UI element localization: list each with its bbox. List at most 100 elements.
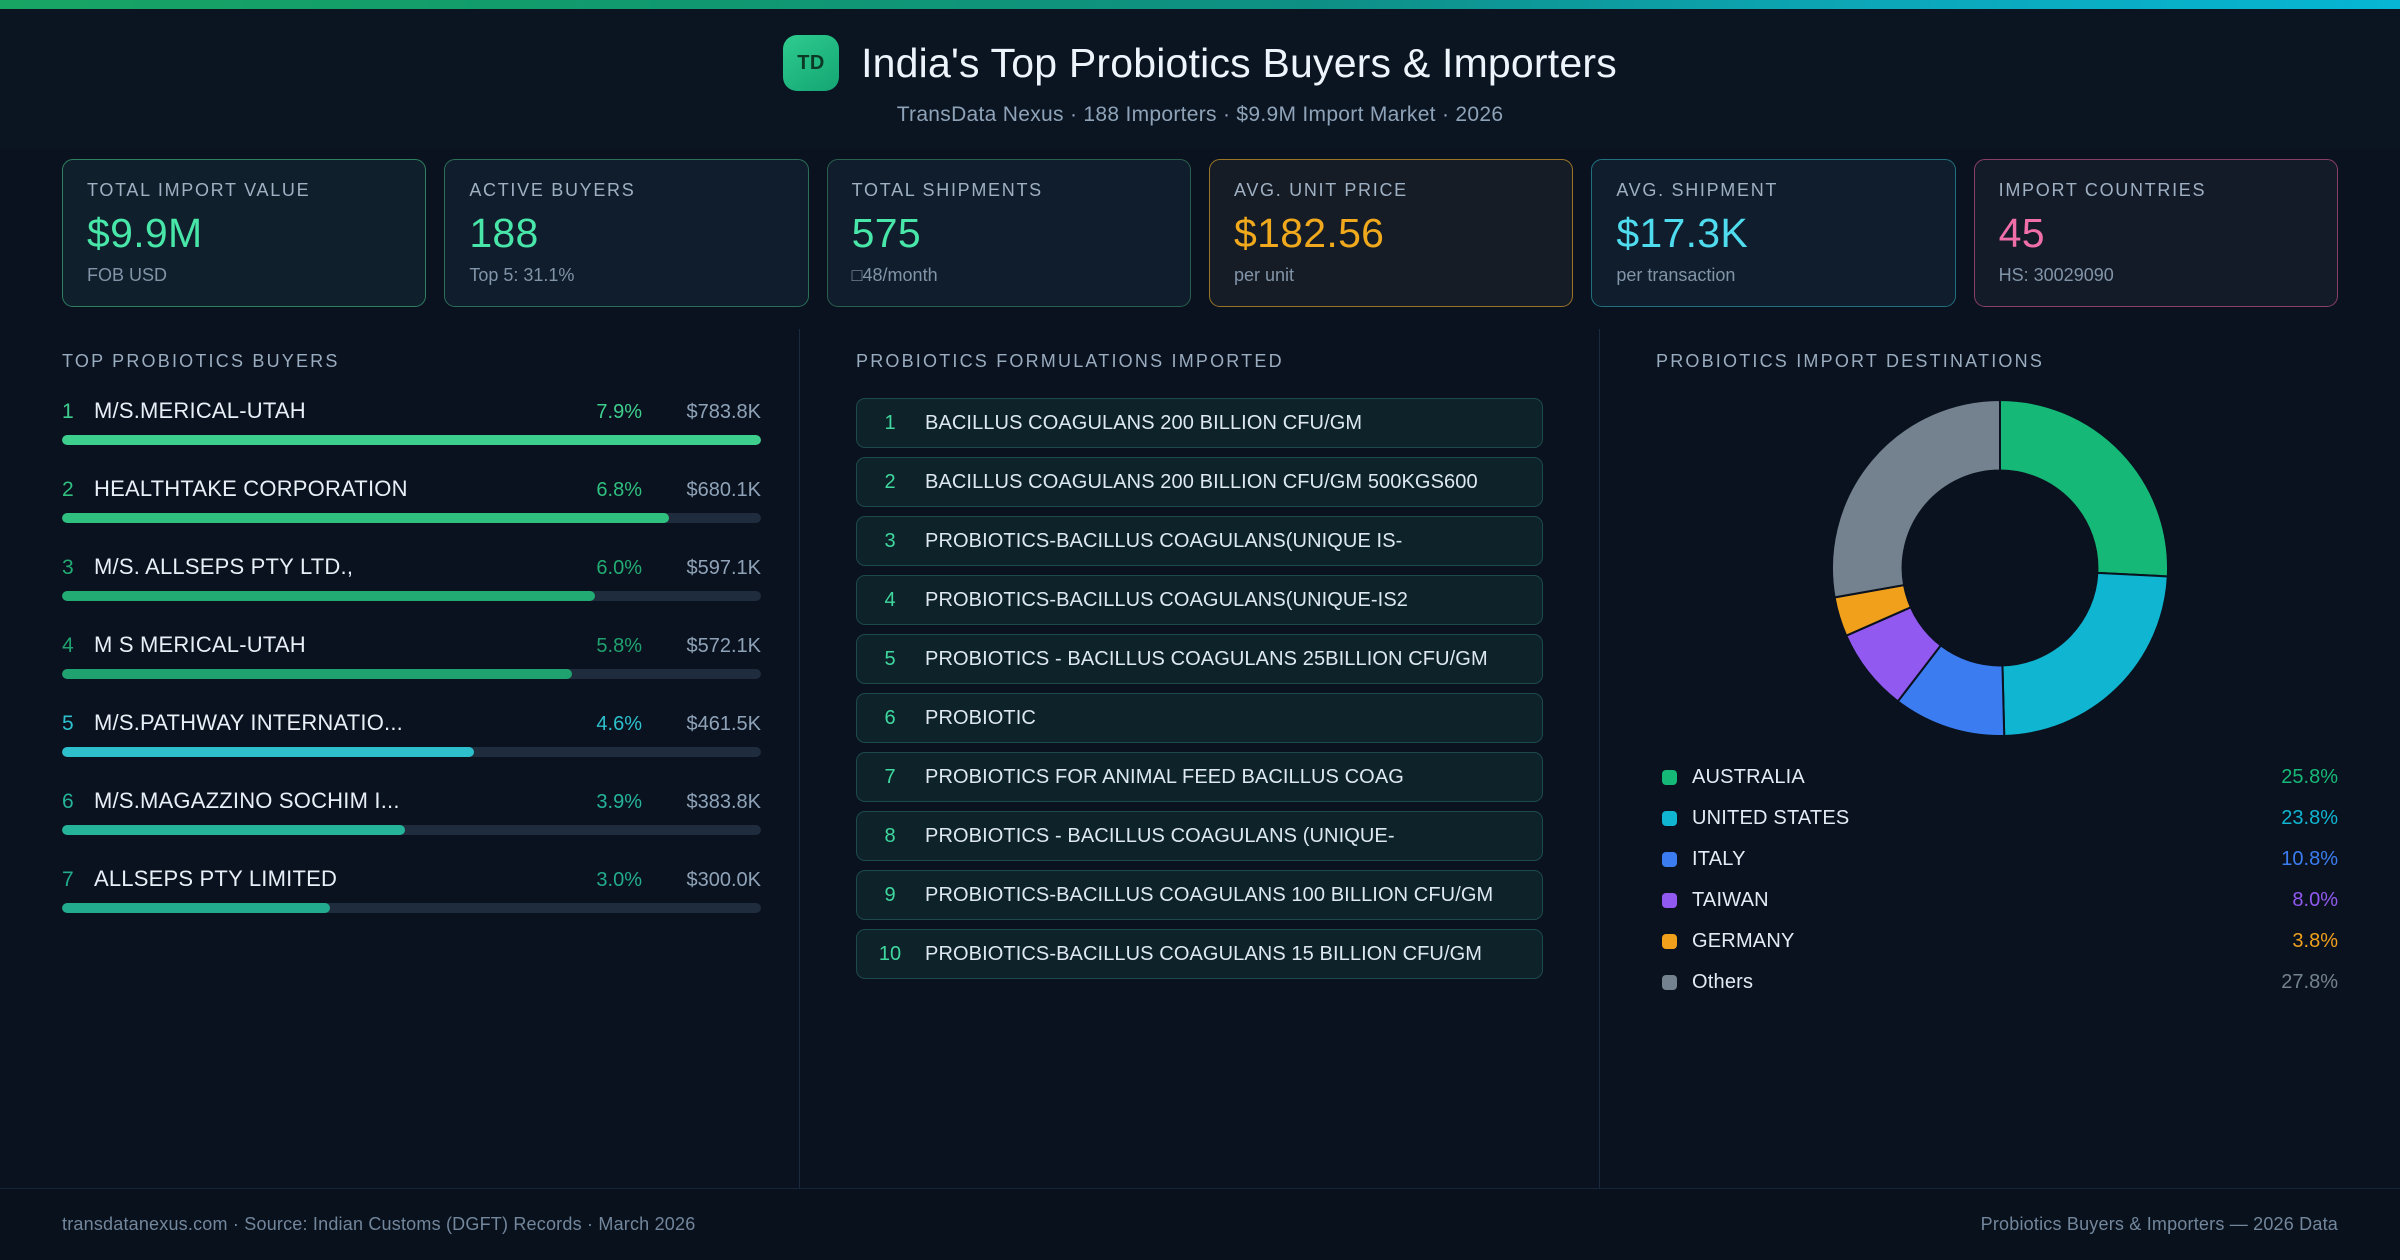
buyer-import-value: $597.1K [686,557,761,579]
buyer-bar-fill [62,513,669,523]
kpi-value: 45 [1998,210,2045,256]
buyer-row[interactable]: 2 HEALTHTAKE CORPORATION 6.8% $680.1K [62,476,761,523]
top-buyers-panel: TOP PROBIOTICS BUYERS 1 M/S.MERICAL-UTAH 7… [0,329,800,1188]
kpi-subtext: per transaction [1616,265,1736,285]
kpi-value: 575 [851,210,921,256]
formulation-rank: 9 [884,883,896,906]
buyer-name: HEALTHTAKE CORPORATION [94,476,408,501]
kpi-subtext: HS: 30029090 [1998,265,2114,285]
formulation-name: PROBIOTICS-BACILLUS COAGULANS 100 BILLIO… [925,883,1494,906]
legend-country-label: AUSTRALIA [1692,766,1805,788]
formulation-item[interactable]: 9 PROBIOTICS-BACILLUS COAGULANS 100 BILLI… [856,870,1543,920]
buyer-name: M/S. ALLSEPS PTY LTD., [94,554,354,579]
legend-row[interactable]: TAIWAN 8.0% [1662,889,2338,912]
legend-row[interactable]: AUSTRALIA 25.8% [1662,766,2338,789]
buyer-bar-track [62,825,761,835]
donut-segment-australia[interactable] [1999,398,2169,578]
formulation-item[interactable]: 10 PROBIOTICS-BACILLUS COAGULANS 15 BILLI… [856,929,1543,979]
legend-percent-value: 25.8% [2281,766,2338,788]
buyer-name: M/S.MERICAL-UTAH [94,398,306,423]
buyer-rank: 7 [62,868,74,891]
top-accent-bar [0,0,2400,9]
formulation-name: BACILLUS COAGULANS 200 BILLION CFU/GM 50… [925,470,1478,493]
legend-row[interactable]: ITALY 10.8% [1662,848,2338,871]
dashboard-columns: TOP PROBIOTICS BUYERS 1 M/S.MERICAL-UTAH 7… [0,329,2400,1188]
buyer-bar-track [62,435,761,445]
legend-row[interactable]: GERMANY 3.8% [1662,930,2338,953]
kpi-card: AVG. UNIT PRICE $182.56 per unit [1208,159,1574,307]
buyer-import-value: $300.0K [686,869,761,891]
page-title: India's Top Probiotics Buyers & Importer… [861,39,1617,86]
buyer-rank: 2 [62,478,74,501]
buyer-import-value: $572.1K [686,635,761,657]
buyer-rank: 3 [62,556,74,579]
donut-chart-wrap [1656,398,2344,738]
formulation-item[interactable]: 8 PROBIOTICS - BACILLUS COAGULANS (UNIQUE… [856,811,1543,861]
formulation-rank: 7 [884,765,896,788]
buyer-bar-fill [62,903,330,913]
buyer-name: M/S.MAGAZZINO SOCHIM I... [94,788,400,813]
legend-color-swatch [1662,975,1677,990]
kpi-card: AVG. SHIPMENT $17.3K per transaction [1591,159,1956,307]
formulation-rank: 3 [884,529,896,552]
page-footer: transdatanexus.com · Source: Indian Cust… [0,1188,2400,1260]
top-buyers-heading: TOP PROBIOTICS BUYERS [62,351,340,371]
formulation-item[interactable]: 7 PROBIOTICS FOR ANIMAL FEED BACILLUS COA… [856,752,1543,802]
formulation-item[interactable]: 3 PROBIOTICS-BACILLUS COAGULANS(UNIQUE IS… [856,516,1543,566]
kpi-label: IMPORT COUNTRIES [1998,180,2207,200]
import-destinations-donut-chart [1831,398,2169,737]
legend-country-label: ITALY [1692,848,1746,870]
footer-dataset-text: Probiotics Buyers & Importers — 2026 Dat… [1980,1214,2338,1234]
legend-percent-value: 8.0% [2292,889,2338,911]
formulation-rank: 4 [884,588,896,611]
buyer-row-header: 5 M/S.PATHWAY INTERNATIO... 4.6% $461.5K [62,710,761,736]
legend-color-swatch [1662,770,1677,785]
buyer-bar-fill [62,825,405,835]
buyer-row-header: 6 M/S.MAGAZZINO SOCHIM I... 3.9% $383.8K [62,788,761,814]
formulations-panel: PROBIOTICS FORMULATIONS IMPORTED 1 BACILL… [800,329,1600,1188]
donut-segment-united-states[interactable] [2001,571,2169,737]
footer-source-text: transdatanexus.com · Source: Indian Cust… [62,1214,696,1234]
buyer-row[interactable]: 3 M/S. ALLSEPS PTY LTD., 6.0% $597.1K [62,554,761,601]
buyer-row[interactable]: 5 M/S.PATHWAY INTERNATIO... 4.6% $461.5K [62,710,761,757]
legend-row[interactable]: UNITED STATES 23.8% [1662,807,2338,830]
formulation-rank: 2 [884,470,896,493]
legend-row[interactable]: Others 27.8% [1662,971,2338,994]
kpi-subtext: Top 5: 31.1% [469,265,575,285]
buyer-row-header: 7 ALLSEPS PTY LIMITED 3.0% $300.0K [62,866,761,892]
buyer-row[interactable]: 1 M/S.MERICAL-UTAH 7.9% $783.8K [62,398,761,445]
destinations-heading: PROBIOTICS IMPORT DESTINATIONS [1656,351,2045,371]
buyer-bar-track [62,513,761,523]
formulation-rank: 10 [878,942,902,965]
legend-percent-value: 3.8% [2292,930,2338,952]
formulation-rank: 5 [884,647,896,670]
buyer-bar-fill [62,591,595,601]
legend-percent-value: 23.8% [2281,807,2338,829]
legend-country-label: TAIWAN [1692,889,1769,911]
kpi-value: $182.56 [1233,210,1385,256]
kpi-value: $17.3K [1616,210,1749,256]
formulation-item[interactable]: 1 BACILLUS COAGULANS 200 BILLION CFU/GM [856,398,1543,448]
formulation-rank: 8 [884,824,896,847]
buyer-row[interactable]: 4 M S MERICAL-UTAH 5.8% $572.1K [62,632,761,679]
kpi-subtext: FOB USD [87,265,168,285]
title-row: TD India's Top Probiotics Buyers & Impor… [0,35,2400,91]
formulations-list: 1 BACILLUS COAGULANS 200 BILLION CFU/GM 2 B… [856,398,1543,979]
formulation-name: PROBIOTICS FOR ANIMAL FEED BACILLUS COAG [925,765,1404,788]
formulation-name: PROBIOTICS-BACILLUS COAGULANS(UNIQUE IS- [925,529,1403,552]
buyer-row[interactable]: 6 M/S.MAGAZZINO SOCHIM I... 3.9% $383.8K [62,788,761,835]
formulation-item[interactable]: 4 PROBIOTICS-BACILLUS COAGULANS(UNIQUE-IS… [856,575,1543,625]
buyer-bar-fill [62,747,474,757]
formulation-item[interactable]: 2 BACILLUS COAGULANS 200 BILLION CFU/GM 5… [856,457,1543,507]
buyer-bar-track [62,591,761,601]
legend-percent-value: 10.8% [2281,848,2338,870]
donut-segment-others[interactable] [1831,398,2001,599]
buyer-row-header: 1 M/S.MERICAL-UTAH 7.9% $783.8K [62,398,761,424]
buyer-rank: 4 [62,634,74,657]
formulation-name: PROBIOTICS - BACILLUS COAGULANS (UNIQUE- [925,824,1395,847]
formulation-name: BACILLUS COAGULANS 200 BILLION CFU/GM [925,411,1363,434]
formulation-item[interactable]: 5 PROBIOTICS - BACILLUS COAGULANS 25BILLI… [856,634,1543,684]
buyer-row[interactable]: 7 ALLSEPS PTY LIMITED 3.0% $300.0K [62,866,761,913]
formulation-item[interactable]: 6 PROBIOTIC [856,693,1543,743]
kpi-label: TOTAL SHIPMENTS [851,180,1043,200]
